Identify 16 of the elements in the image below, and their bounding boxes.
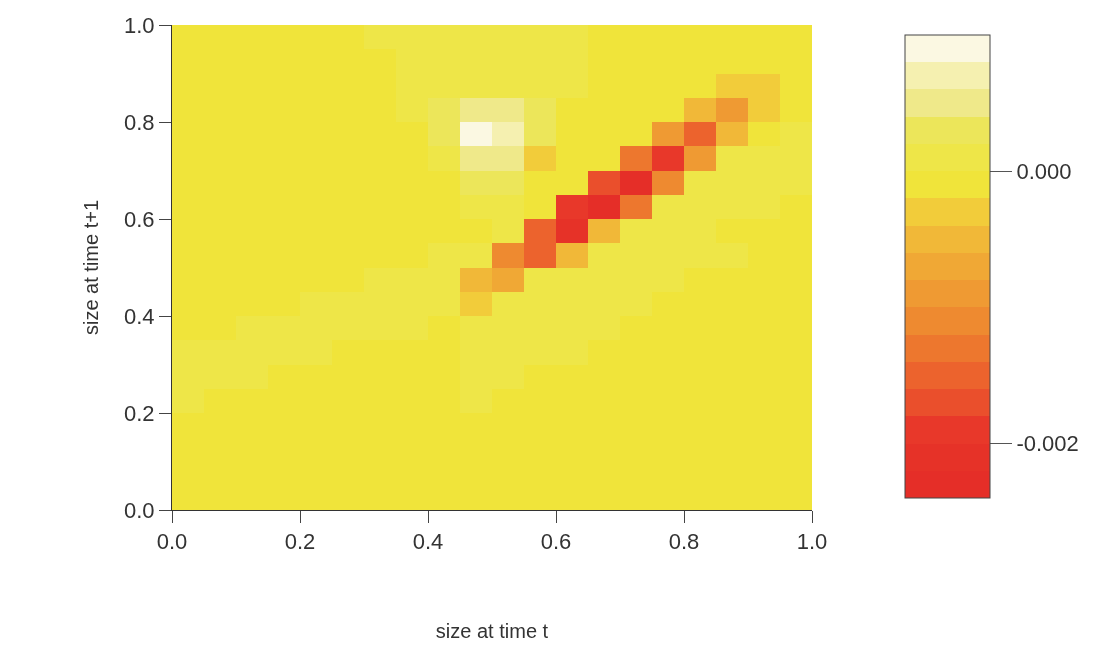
x-tick-label: 0.0 bbox=[156, 529, 188, 555]
y-tick-label: 1.0 bbox=[124, 12, 155, 38]
y-tick-label: 0.2 bbox=[124, 400, 155, 426]
x-tick-label: 0.4 bbox=[412, 529, 444, 555]
x-tick-label: 1.0 bbox=[796, 529, 828, 555]
x-tick-label: 0.6 bbox=[540, 529, 572, 555]
y-axis-title: size at time t+1 bbox=[79, 199, 102, 336]
color-bar-label: 0.000 bbox=[1016, 158, 1072, 184]
x-tick-label: 0.2 bbox=[284, 529, 316, 555]
y-tick-label: 0.8 bbox=[124, 109, 155, 135]
color-bar-label: -0.002 bbox=[1016, 431, 1079, 457]
y-tick-label: 0.4 bbox=[124, 303, 155, 329]
x-axis-title: size at time t bbox=[435, 619, 549, 642]
x-tick-label: 0.8 bbox=[668, 529, 700, 555]
y-tick-label: 0.6 bbox=[124, 206, 155, 232]
y-tick-label: 0.0 bbox=[124, 497, 155, 523]
